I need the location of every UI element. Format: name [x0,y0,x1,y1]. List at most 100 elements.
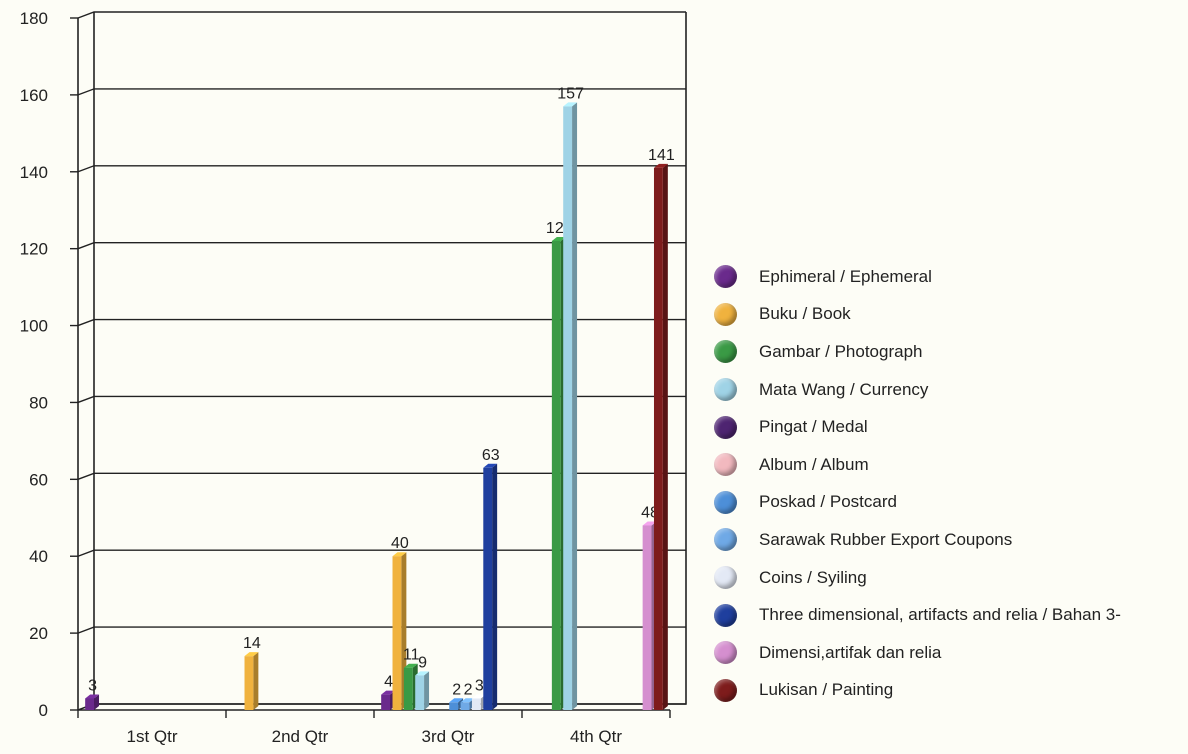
y-tick-label: 140 [20,163,48,182]
bar-front [460,702,470,710]
bar-front [563,106,573,710]
bar-front [653,167,663,710]
legend-swatch-icon [714,265,737,289]
x-tick-label: 2nd Qtr [272,727,329,746]
x-tick-label: 4th Qtr [570,727,622,746]
bar-top [653,163,668,168]
bar-top [471,694,486,699]
legend-label: Poskad / Postcard [759,492,897,512]
legend-label: Ephimeral / Ephemeral [759,266,932,286]
gridline [77,626,686,634]
data-label: 4 [384,674,393,691]
bar [85,694,100,710]
y-tick-label: 20 [29,624,48,643]
bar [415,671,430,710]
y-tick-label: 120 [20,240,48,259]
legend-label: Three dimensional, artifacts and relia /… [759,605,1121,625]
legend-swatch-icon [714,566,737,590]
legend-item: Sarawak Rubber Export Coupons [714,521,1184,559]
y-tick-label: 60 [29,470,48,489]
gridline [77,11,686,19]
y-tick-label: 100 [20,317,48,336]
bar-front [483,467,493,710]
legend-label: Lukisan / Painting [759,680,894,700]
bar [563,102,578,710]
legend-label: Pingat / Medal [759,417,868,437]
legend-item: Poskad / Postcard [714,484,1184,522]
bar-top [551,236,566,241]
y-tick-label: 160 [20,86,48,105]
legend-label: Gambar / Photograph [759,341,923,361]
legend-label: Coins / Syiling [759,567,867,587]
gridline [77,88,686,96]
legend-item: Mata Wang / Currency [714,371,1184,409]
data-label: 63 [482,447,500,464]
legend-label: Mata Wang / Currency [759,379,929,399]
bar [244,652,259,710]
y-tick-label: 40 [29,547,48,566]
bar [483,463,498,710]
legend-label: Album / Album [759,454,869,474]
bar-top [415,671,430,676]
gridline [77,395,686,404]
bar-top [85,694,100,699]
bar-side [253,652,259,710]
y-tick-label: 180 [20,9,48,28]
y-tick-label: 80 [29,393,48,412]
legend-item: Buku / Book [714,296,1184,334]
bar-top [563,102,578,107]
bar-front [551,240,561,710]
bar-side [424,671,430,710]
legend-item: Ephimeral / Ephemeral [714,258,1184,296]
bar-top [449,698,464,703]
plot-back-wall [93,12,687,705]
bar-side [662,163,668,710]
legend-item: Lukisan / Painting [714,672,1184,710]
legend-swatch-icon [714,302,737,326]
bar-top [381,690,396,695]
bar-front [244,656,254,710]
bar-top [483,463,498,468]
bar-front [381,694,391,710]
bar-top [392,552,407,557]
bar-front [392,556,402,710]
bar-side [94,694,100,710]
bar-front [85,698,95,710]
bar-front [449,702,459,710]
legend-item: Three dimensional, artifacts and relia /… [714,596,1184,634]
data-label: 9 [418,654,427,671]
data-label: 3 [475,677,484,694]
bar-front [642,525,652,710]
bar-front [471,698,481,710]
bar-front [415,675,425,710]
data-label: 40 [391,535,409,552]
data-label: 14 [243,635,261,652]
legend-swatch-icon [714,453,737,477]
data-label: 11 [403,647,420,664]
bar-front [403,667,413,710]
legend-swatch-icon [714,603,737,627]
bar [653,163,668,710]
chart-legend: Ephimeral / Ephemeral Buku / Book Gambar… [714,258,1184,709]
legend-swatch-icon [714,641,737,665]
bar-top [403,663,418,668]
bar-top [642,521,657,526]
legend-label: Dimensi,artifak dan relia [759,642,942,662]
legend-swatch-icon [714,490,737,514]
gridline [77,549,686,557]
y-tick-label: 0 [39,701,48,720]
bar-side [492,463,498,710]
legend-item: Pingat / Medal [714,408,1184,446]
legend-swatch-icon [714,415,737,439]
legend-swatch-icon [714,340,737,364]
data-label: 2 [452,681,461,698]
legend-item: Album / Album [714,446,1184,484]
data-label: 157 [557,85,584,102]
legend-swatch-icon [714,528,737,552]
bar-side [572,102,578,710]
gridline [77,165,686,173]
legend-label: Sarawak Rubber Export Coupons [759,529,1013,549]
legend-item: Dimensi,artifak dan relia [714,634,1184,672]
